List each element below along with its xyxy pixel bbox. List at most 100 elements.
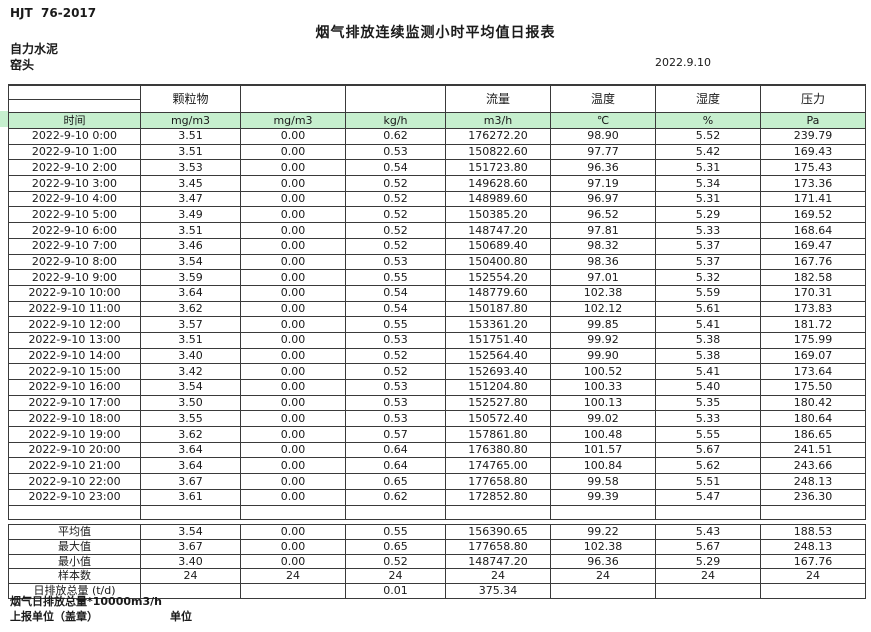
value-cell: 0.00: [240, 473, 346, 490]
table-row: 2022-9-10 13:00 3.51 0.00 0.53 151751.40 99.9…: [8, 331, 866, 349]
value-cell: 24: [655, 568, 761, 584]
value-cell: 96.97: [550, 190, 656, 208]
value-cell: 0.65: [345, 538, 446, 555]
table-row: 2022-9-10 2:00 3.53 0.00 0.54 151723.80 96.36…: [8, 159, 866, 177]
value-cell: 0.52: [345, 553, 446, 570]
value-cell: 98.32: [550, 237, 656, 255]
header-blank: [240, 84, 346, 113]
value-cell: [240, 583, 346, 599]
value-cell: 169.43: [760, 143, 866, 161]
value-cell: 3.53: [140, 159, 241, 177]
stat-label-cell: 最小值: [8, 553, 141, 570]
value-cell: 0.00: [240, 441, 346, 459]
value-cell: 175.50: [760, 379, 866, 396]
value-cell: 99.58: [550, 473, 656, 490]
value-cell: 5.33: [655, 222, 761, 239]
value-cell: 0.00: [240, 347, 346, 365]
value-cell: 99.02: [550, 410, 656, 428]
unit-kg-h: kg/h: [345, 112, 446, 129]
value-cell: 0.52: [345, 206, 446, 224]
table-row: 最大值 3.67 0.00 0.65 177658.80 102.38 5.67 248.13: [8, 538, 866, 555]
footer-note: 烟气日排放总量*10000m3/h: [10, 595, 162, 608]
time-cell: 2022-9-10 10:00: [8, 284, 141, 302]
value-cell: [760, 583, 866, 599]
value-cell: 5.67: [655, 441, 761, 459]
table-row: 2022-9-10 22:00 3.67 0.00 0.65 177658.80 99.5…: [8, 473, 866, 490]
value-cell: 186.65: [760, 426, 866, 443]
value-cell: 152527.80: [445, 394, 551, 412]
table-row: 2022-9-10 6:00 3.51 0.00 0.52 148747.20 97.81…: [8, 222, 866, 239]
value-cell: 96.36: [550, 553, 656, 570]
data-rows: 2022-9-10 0:00 3.51 0.00 0.62 176272.20 98.90…: [8, 128, 866, 506]
value-cell: 101.57: [550, 441, 656, 459]
time-cell: 2022-9-10 4:00: [8, 190, 141, 208]
stat-label-cell: 最大值: [8, 538, 141, 555]
value-cell: 5.61: [655, 300, 761, 318]
value-cell: 0.00: [240, 379, 346, 396]
value-cell: 0.55: [345, 269, 446, 286]
time-cell: 2022-9-10 8:00: [8, 253, 141, 271]
value-cell: 0.00: [240, 269, 346, 286]
table-row: 日排放总量 (t/d) 0.01 375.34: [8, 583, 866, 599]
value-cell: 175.99: [760, 331, 866, 349]
value-cell: 0.64: [345, 457, 446, 475]
value-cell: 3.67: [140, 473, 241, 490]
value-cell: 24: [550, 568, 656, 584]
value-cell: 97.01: [550, 269, 656, 286]
table-row: 2022-9-10 17:00 3.50 0.00 0.53 152527.80 100.…: [8, 394, 866, 412]
value-cell: 5.29: [655, 206, 761, 224]
company-name: 自力水泥: [10, 42, 59, 56]
value-cell: 3.46: [140, 237, 241, 255]
value-cell: 5.43: [655, 524, 761, 540]
value-cell: 0.00: [240, 300, 346, 318]
value-cell: 173.36: [760, 175, 866, 192]
value-cell: 0.55: [345, 524, 446, 540]
value-cell: 0.00: [240, 128, 346, 145]
value-cell: 5.35: [655, 394, 761, 412]
value-cell: 171.41: [760, 190, 866, 208]
value-cell: 0.00: [240, 538, 346, 555]
header-particulate: 颗粒物: [140, 84, 241, 113]
value-cell: 243.66: [760, 457, 866, 475]
time-cell: 2022-9-10 12:00: [8, 316, 141, 333]
value-cell: 5.32: [655, 269, 761, 286]
stats-rows: 平均值 3.54 0.00 0.55 156390.65 99.22 5.43 188.53 最…: [8, 524, 866, 599]
value-cell: 0.00: [240, 159, 346, 177]
page-title: 烟气排放连续监测小时平均值日报表: [315, 25, 556, 41]
value-cell: 0.00: [240, 426, 346, 443]
value-cell: 5.31: [655, 159, 761, 177]
value-cell: 0.57: [345, 426, 446, 443]
time-cell: 2022-9-10 19:00: [8, 426, 141, 443]
value-cell: 149628.60: [445, 175, 551, 192]
value-cell: 3.64: [140, 441, 241, 459]
time-cell: 2022-9-10 17:00: [8, 394, 141, 412]
value-cell: 150572.40: [445, 410, 551, 428]
value-cell: 5.41: [655, 316, 761, 333]
value-cell: 170.31: [760, 284, 866, 302]
value-cell: 5.38: [655, 331, 761, 349]
value-cell: 0.53: [345, 143, 446, 161]
value-cell: 152564.40: [445, 347, 551, 365]
value-cell: 5.40: [655, 379, 761, 396]
table-row: 2022-9-10 15:00 3.42 0.00 0.52 152693.40 100.…: [8, 363, 866, 380]
value-cell: 180.64: [760, 410, 866, 428]
table-row: 2022-9-10 14:00 3.40 0.00 0.52 152564.40 99.9…: [8, 347, 866, 365]
value-cell: 173.83: [760, 300, 866, 318]
value-cell: 99.92: [550, 331, 656, 349]
time-cell: 2022-9-10 20:00: [8, 441, 141, 459]
value-cell: 3.54: [140, 524, 241, 540]
value-cell: 0.55: [345, 316, 446, 333]
value-cell: 100.84: [550, 457, 656, 475]
green-row-sliver: [0, 111, 8, 127]
value-cell: 375.34: [445, 583, 551, 599]
value-cell: 0.53: [345, 253, 446, 271]
value-cell: 167.76: [760, 553, 866, 570]
time-cell: 2022-9-10 15:00: [8, 363, 141, 380]
station-name: 窑头: [10, 58, 35, 72]
value-cell: 157861.80: [445, 426, 551, 443]
value-cell: 152693.40: [445, 363, 551, 380]
value-cell: 0.00: [240, 394, 346, 412]
value-cell: 181.72: [760, 316, 866, 333]
unit-mg-m3-2: mg/m3: [240, 112, 346, 129]
header-blank-top: [8, 84, 141, 100]
